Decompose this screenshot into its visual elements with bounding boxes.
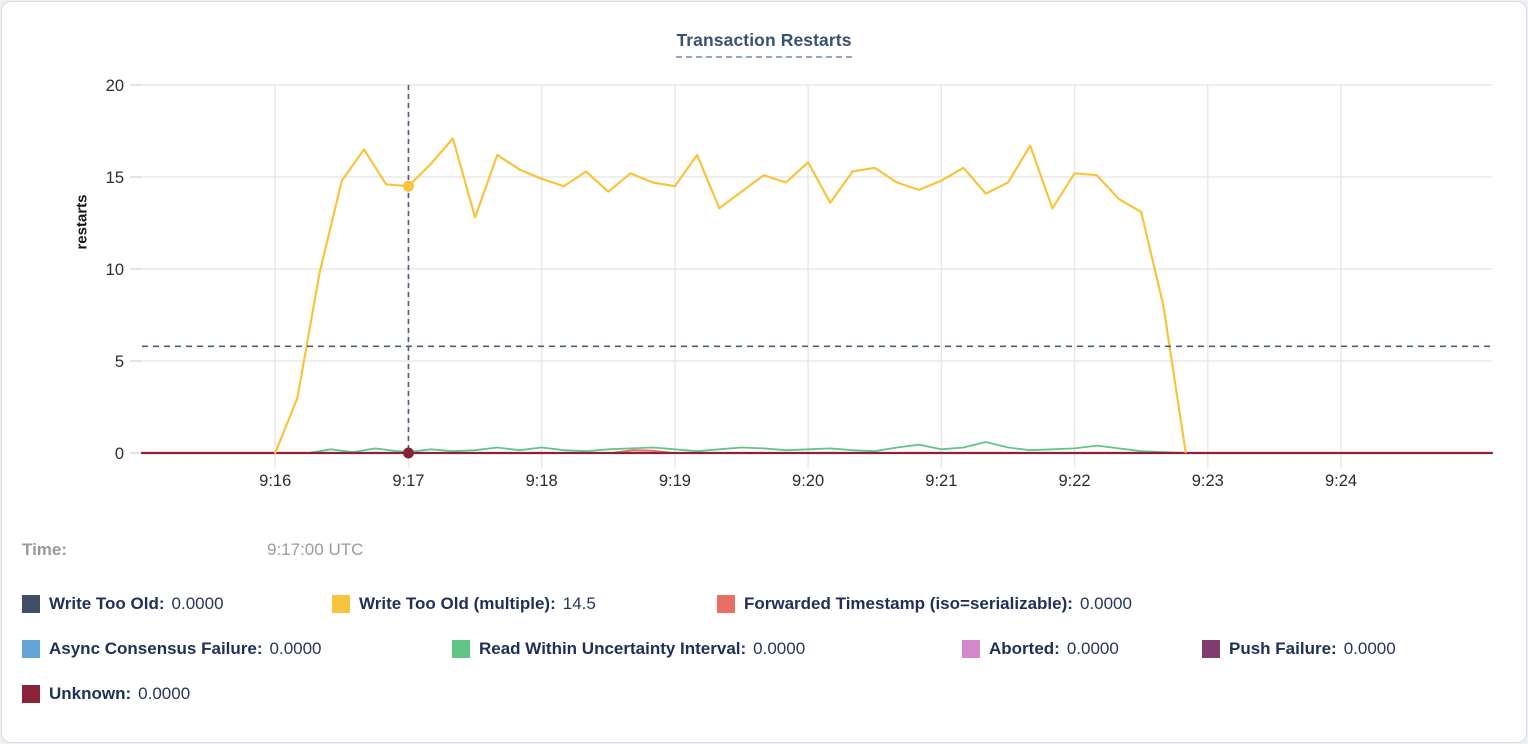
legend-series-label: Write Too Old: (49, 594, 165, 613)
x-tick-label: 9:22 (1059, 472, 1091, 490)
chart-header: Transaction Restarts (2, 30, 1526, 58)
legend-item: Unknown: 0.0000 (22, 682, 190, 706)
chart-title[interactable]: Transaction Restarts (676, 30, 852, 58)
legend-item: Write Too Old (multiple): 14.5 (332, 592, 596, 616)
legend-swatch-icon (22, 595, 40, 613)
legend-row: Async Consensus Failure: 0.0000 Read Withi… (2, 637, 1522, 665)
x-tick-label: 9:21 (925, 472, 957, 490)
legend-swatch-icon (452, 640, 470, 658)
hover-point-zero (402, 447, 414, 459)
x-tick-label: 9:17 (392, 472, 424, 490)
legend-item: Read Within Uncertainty Interval: 0.0000 (452, 637, 805, 661)
series-line (307, 441, 1187, 454)
legend-series-label: Write Too Old (multiple): (359, 594, 556, 613)
legend-swatch-icon (332, 595, 350, 613)
legend-series-value: 0.0000 (1066, 639, 1119, 658)
legend-item: Async Consensus Failure: 0.0000 (22, 637, 322, 661)
time-value: 9:17:00 UTC (267, 540, 364, 559)
legend-item: Forwarded Timestamp (iso=serializable): 0… (717, 592, 1132, 616)
legend-series-value: 0.0000 (1079, 594, 1132, 613)
y-tick-label: 0 (115, 445, 124, 463)
y-axis-label: restarts (73, 194, 91, 250)
legend-item: Push Failure: 0.0000 (1202, 637, 1396, 661)
x-tick-label: 9:20 (792, 472, 824, 490)
legend-series-label: Unknown: (49, 684, 132, 703)
legend-swatch-icon (717, 595, 735, 613)
legend-series-label: Push Failure: (1229, 639, 1337, 658)
y-tick-label: 15 (106, 169, 124, 187)
x-tick-label: 9:23 (1192, 472, 1224, 490)
legend-series-value: 0.0000 (269, 639, 322, 658)
x-tick-label: 9:16 (259, 472, 291, 490)
legend-item: Aborted: 0.0000 (962, 637, 1119, 661)
legend-row: Unknown: 0.0000 (2, 682, 1522, 710)
time-label: Time: (22, 540, 68, 559)
legend-series-label: Aborted: (989, 639, 1060, 658)
legend-series-label: Forwarded Timestamp (iso=serializable): (744, 594, 1073, 613)
legend-series-value: 0.0000 (1343, 639, 1396, 658)
legend-series-value: 14.5 (562, 594, 596, 613)
time-row: Time: 9:17:00 UTC (22, 540, 363, 560)
legend-series-value: 0.0000 (138, 684, 191, 703)
legend-series-value: 0.0000 (171, 594, 224, 613)
legend-series-label: Async Consensus Failure: (49, 639, 263, 658)
legend-swatch-icon (1202, 640, 1220, 658)
legend-series-label: Read Within Uncertainty Interval: (479, 639, 747, 658)
x-tick-label: 9:19 (659, 472, 691, 490)
legend-swatch-icon (22, 685, 40, 703)
hover-point-yellow (402, 180, 414, 192)
legend-row: Write Too Old: 0.0000 Write Too Old (multi… (2, 592, 1522, 620)
x-tick-label: 9:18 (526, 472, 558, 490)
y-tick-label: 20 (106, 77, 124, 95)
legend-series-value: 0.0000 (753, 639, 806, 658)
series-line (274, 137, 1187, 455)
legend-swatch-icon (22, 640, 40, 658)
legend-item: Write Too Old: 0.0000 (22, 592, 224, 616)
x-tick-label: 9:24 (1325, 472, 1357, 490)
y-tick-label: 10 (106, 261, 124, 279)
transaction-restarts-chart[interactable]: 0 5 10 15 20 9:16 9:17 9:18 9:19 9:20 9:21 9:22 9:23… (2, 2, 1528, 517)
legend-swatch-icon (962, 640, 980, 658)
y-tick-label: 5 (115, 353, 124, 371)
